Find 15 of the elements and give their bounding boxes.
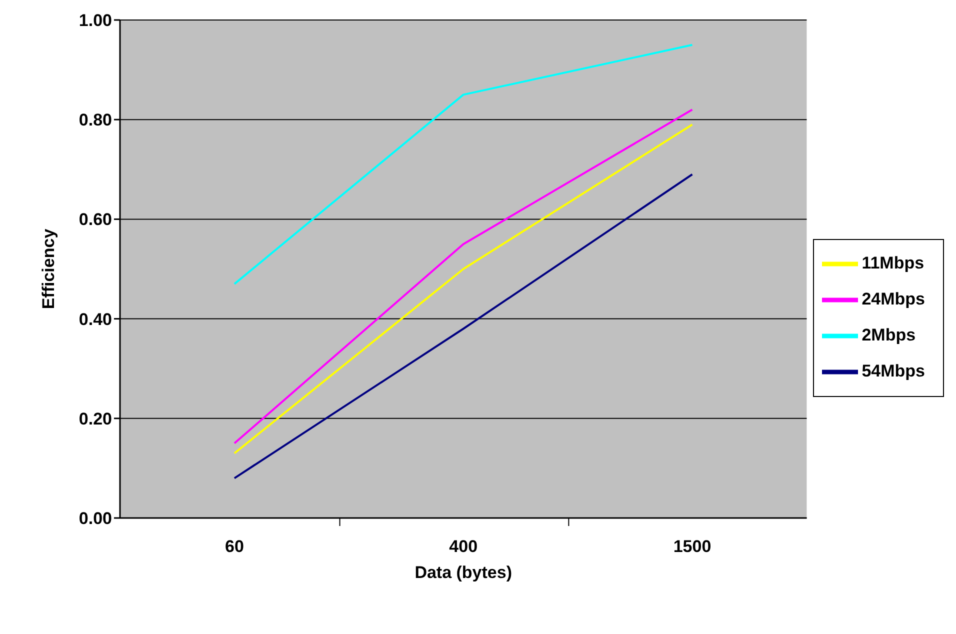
legend-label: 24Mbps	[862, 289, 925, 308]
legend-label: 11Mbps	[862, 253, 924, 272]
x-tick-label: 400	[449, 537, 478, 556]
y-tick-label: 0.80	[78, 110, 112, 130]
x-axis-title: Data (bytes)	[414, 563, 512, 582]
legend-label: 2Mbps	[862, 325, 916, 344]
y-tick-label: 0.40	[78, 310, 112, 329]
y-tick-label: 0.60	[78, 210, 112, 230]
x-tick-label: 1500	[673, 537, 712, 556]
legend-label: 54Mbps	[862, 361, 925, 380]
y-tick-label: 0.00	[78, 509, 112, 528]
y-tick-label: 0.20	[78, 409, 112, 428]
x-tick-label: 60	[224, 537, 244, 556]
y-tick-label: 1.00	[78, 11, 112, 30]
y-axis-title: Efficiency	[39, 228, 58, 310]
